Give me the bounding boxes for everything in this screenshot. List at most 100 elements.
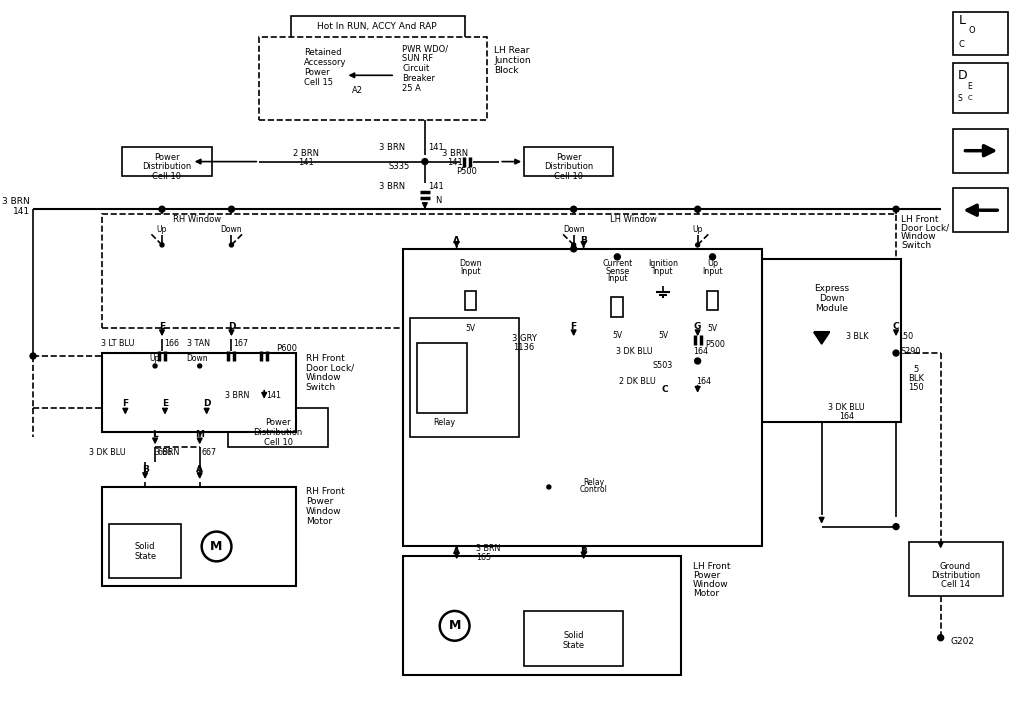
Text: 141: 141 [428,143,443,152]
Text: C: C [968,95,972,101]
Bar [259,37,487,120]
Text: Door Lock/: Door Lock/ [901,223,949,233]
Text: Window: Window [901,233,937,241]
Text: E: E [159,322,165,331]
Text: Ignition: Ignition [648,259,678,269]
Text: Up: Up [692,225,702,233]
Text: State: State [562,641,585,651]
Circle shape [695,243,699,247]
Text: A: A [453,236,460,246]
Circle shape [30,353,36,359]
Text: Breaker: Breaker [402,74,435,83]
Text: 141: 141 [446,158,463,167]
Text: S290: S290 [901,347,922,355]
Bar [228,408,328,447]
Bar [291,16,465,37]
Text: Control: Control [580,485,607,495]
Text: Down: Down [186,353,208,363]
Text: Input: Input [702,267,723,276]
Text: D: D [203,399,210,408]
Text: 167: 167 [233,339,249,348]
Text: Power: Power [265,418,291,427]
Bar [417,343,467,413]
Text: 3 BRN: 3 BRN [476,544,501,553]
Text: Input: Input [607,274,628,283]
Text: Solid: Solid [135,542,156,551]
Text: Up: Up [157,225,167,233]
Text: 1136: 1136 [513,342,535,352]
Text: 141: 141 [266,391,282,400]
Text: 3 BRN: 3 BRN [156,448,180,457]
Text: 3 LT BLU: 3 LT BLU [100,339,134,348]
Text: Power: Power [306,498,333,506]
Text: D: D [227,322,236,331]
Text: Down: Down [220,225,243,233]
Text: 5: 5 [913,365,919,374]
Bar [524,146,613,177]
Text: A2: A2 [352,85,362,95]
Bar [952,188,1009,232]
Text: Current: Current [602,259,633,269]
Text: 3 BRN: 3 BRN [2,197,30,206]
Text: E: E [162,399,168,408]
Text: S335: S335 [389,162,410,171]
Bar [102,487,296,586]
Circle shape [570,206,577,213]
Text: M: M [196,430,204,439]
Bar [102,214,896,328]
Text: Up: Up [150,353,160,363]
Text: 3 BRN: 3 BRN [379,143,406,152]
Text: Distribution: Distribution [544,162,593,171]
Text: Solid: Solid [563,631,584,640]
Text: 5V: 5V [657,331,668,340]
Text: Input: Input [652,267,673,276]
Text: C: C [958,40,965,49]
Text: Motor: Motor [692,589,719,597]
Text: A: A [197,465,203,474]
Text: LH Rear: LH Rear [495,46,529,55]
Text: P600: P600 [276,344,297,353]
Circle shape [198,364,202,368]
Text: Distribution: Distribution [142,162,191,171]
Text: Down: Down [563,225,585,233]
Text: 164: 164 [695,378,711,386]
Text: 164: 164 [839,412,854,421]
Text: Relay: Relay [583,477,604,487]
Text: Ground: Ground [940,561,971,571]
Text: N: N [435,196,441,205]
Text: RH Window: RH Window [173,215,221,223]
Text: SUN RF: SUN RF [402,54,433,63]
Text: 3 DK BLU: 3 DK BLU [828,403,865,412]
Bar [762,258,901,422]
Bar [524,611,624,666]
Text: Distribution: Distribution [931,571,980,579]
Circle shape [159,206,165,213]
Text: E: E [968,82,972,90]
Text: Circuit: Circuit [402,64,429,73]
Circle shape [422,159,428,164]
Bar [403,249,762,546]
Text: L: L [958,14,966,27]
Text: Down: Down [459,259,482,269]
Text: BLK: BLK [908,374,924,383]
Circle shape [893,206,899,213]
Text: Express: Express [814,284,849,293]
Text: Relay: Relay [433,418,456,427]
Text: Power: Power [556,153,582,162]
Circle shape [893,523,899,530]
Text: 3 BRN: 3 BRN [225,391,249,400]
Text: 3 BRN: 3 BRN [379,182,406,191]
Bar [952,129,1009,172]
Text: B: B [581,547,587,556]
Text: Input: Input [460,267,480,276]
Text: Sense: Sense [605,267,630,276]
Text: 141: 141 [298,158,313,167]
Circle shape [893,350,899,356]
Text: B: B [581,236,587,246]
Text: 5V: 5V [612,331,623,340]
Text: Cell 10: Cell 10 [153,172,181,181]
Text: 166: 166 [164,339,179,348]
Text: M: M [210,540,223,553]
Bar [465,291,476,310]
Text: Door Lock/: Door Lock/ [306,363,354,373]
